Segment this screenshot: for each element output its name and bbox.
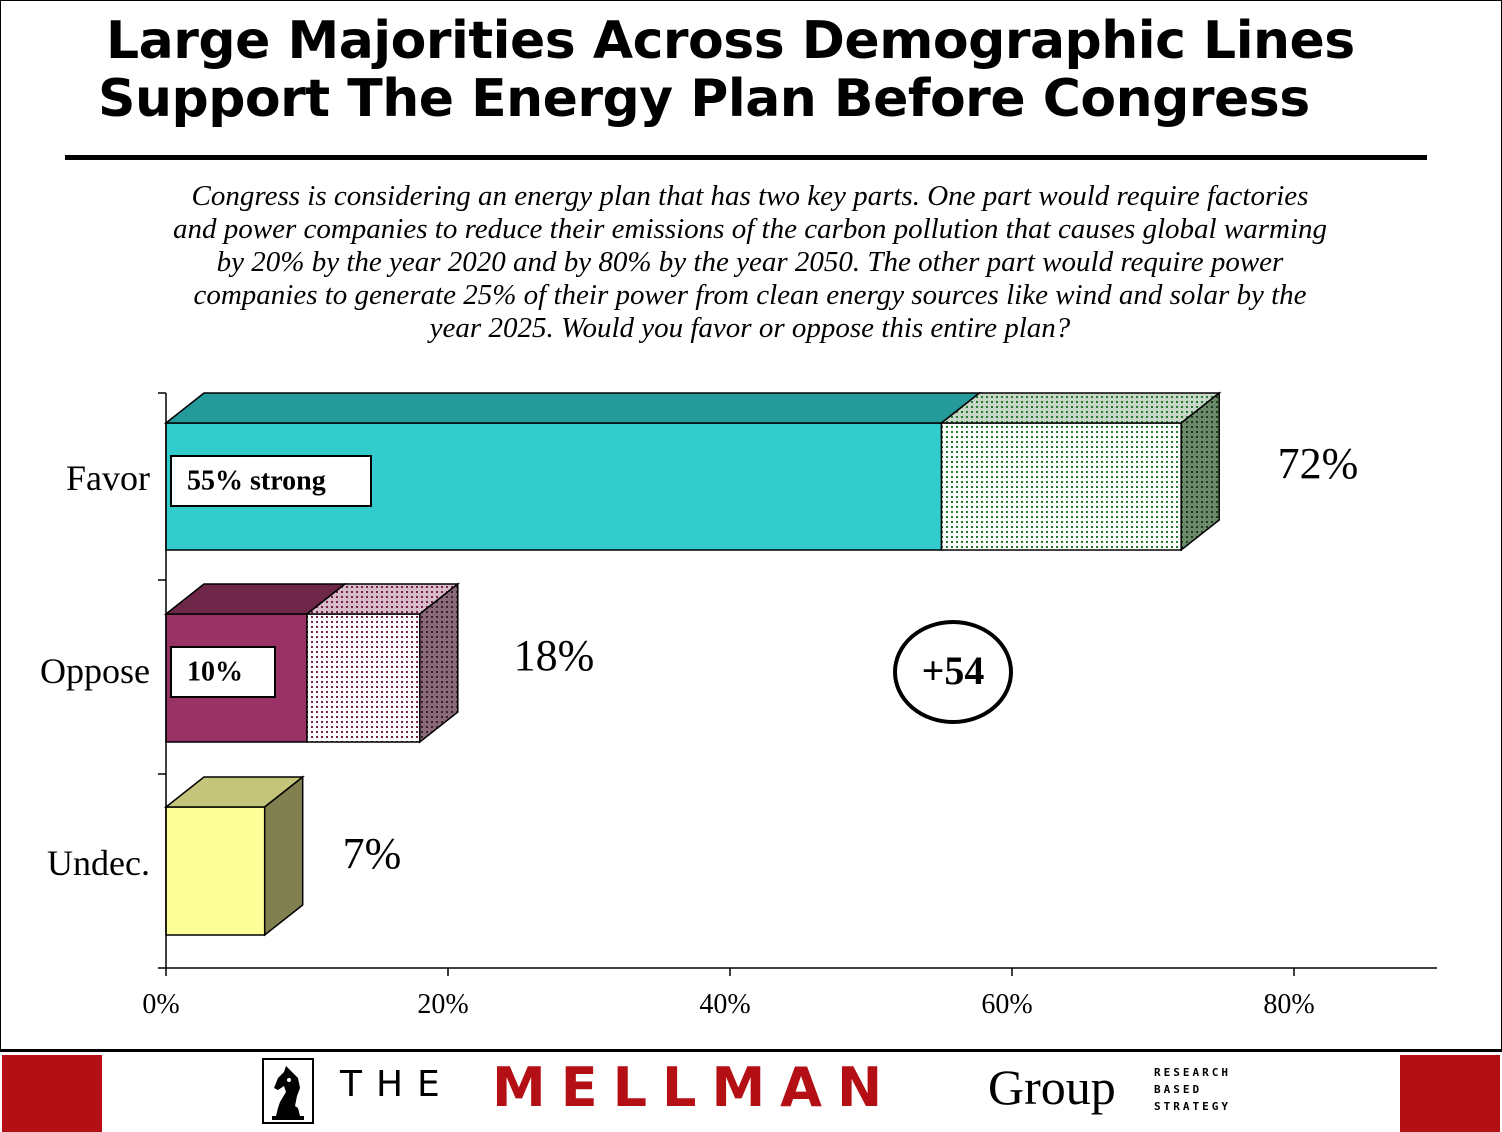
inner-label: 10% xyxy=(187,656,243,687)
question-text: Congress is considering an energy plan t… xyxy=(172,180,1327,344)
footer-red-block-left xyxy=(2,1055,102,1132)
category-label: Favor xyxy=(66,458,150,498)
inner-label-box xyxy=(170,646,276,698)
knight-chess-icon xyxy=(262,1058,314,1124)
margin-annotation: +54 xyxy=(922,648,985,693)
bar-favor-soft-front xyxy=(940,422,1182,551)
x-tick-label: 80% xyxy=(1263,989,1314,1020)
bar-favor-soft-top xyxy=(939,392,1222,424)
category-label: Oppose xyxy=(40,651,150,691)
logo-tagline-line: STRATEGY xyxy=(1154,1100,1231,1113)
logo-the: THE xyxy=(340,1064,454,1105)
bar-favor-strong-top xyxy=(163,392,982,424)
total-label: 72% xyxy=(1278,439,1359,488)
margin-annotation-circle xyxy=(893,620,1013,724)
bar-oppose-soft-front xyxy=(306,613,421,743)
logo-group: Group xyxy=(988,1059,1116,1115)
chart-title: Large Majorities Across Demographic Line… xyxy=(60,12,1480,128)
x-tick-label: 20% xyxy=(417,989,468,1020)
total-label: 7% xyxy=(343,829,402,878)
title-rule xyxy=(65,155,1427,160)
inner-label: 55% strong xyxy=(187,465,326,496)
bar-undec-side xyxy=(263,775,304,937)
total-label: 18% xyxy=(514,631,595,680)
x-tick-label: 0% xyxy=(142,989,179,1020)
bar-oppose-soft-side xyxy=(419,582,459,744)
category-label: Undec. xyxy=(47,843,150,883)
bar-favor-soft-side xyxy=(1180,391,1220,552)
x-tick-label: 60% xyxy=(981,989,1032,1020)
footer-red-block-right xyxy=(1400,1055,1500,1132)
bar-chart: 0% 20% 40% 60% 80% Favor 72% 55% strong Oppose 1… xyxy=(40,391,1437,1020)
logo-tagline-line: BASED xyxy=(1154,1083,1203,1096)
bar-undec-front xyxy=(165,806,266,936)
logo-tagline-line: RESEARCH xyxy=(1154,1066,1231,1079)
logo-tagline: RESEARCH BASED STRATEGY xyxy=(1154,1064,1294,1115)
logo-mellman: MELLMAN xyxy=(492,1056,898,1119)
chart-title-line2: Support The Energy Plan Before Congress xyxy=(98,69,1310,129)
inner-label-box xyxy=(170,455,372,507)
chart-title-line1: Large Majorities Across Demographic Line… xyxy=(106,11,1355,71)
footer-bar xyxy=(0,1049,1502,1132)
x-tick-label: 40% xyxy=(699,989,750,1020)
